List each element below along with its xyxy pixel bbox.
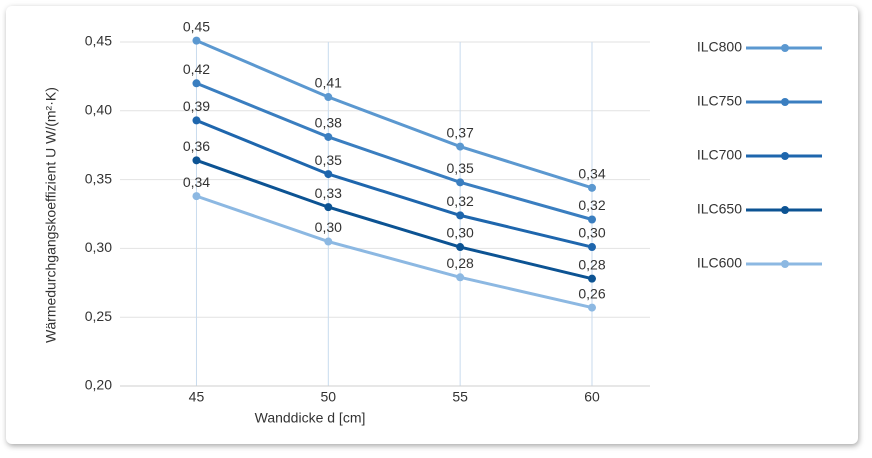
x-tick-label: 45 [189,389,205,405]
data-point [192,79,201,88]
series-line [195,81,593,221]
x-tick-label: 55 [452,389,468,405]
legend-marker [781,98,789,106]
data-label: 0,33 [315,185,342,201]
data-point [192,116,201,125]
data-label: 0,28 [447,255,474,271]
card [6,6,858,444]
data-label: 0,35 [315,152,342,168]
data-point [587,183,596,192]
data-point [587,303,596,312]
data-label: 0,37 [447,124,474,140]
legend-label: ILC600 [697,255,742,271]
data-label: 0,30 [315,219,342,235]
data-label: 0,36 [183,138,210,154]
data-label: 0,32 [578,197,605,213]
legend-marker [781,152,789,160]
data-point [456,243,465,252]
legend-marker [781,260,789,268]
data-label: 0,30 [578,225,605,241]
data-point [587,274,596,283]
data-label: 0,34 [578,166,605,182]
series-line [195,119,593,249]
data-label: 0,28 [578,256,605,272]
series-line [195,39,593,190]
data-point [456,211,465,220]
data-label: 0,35 [447,160,474,176]
data-point [587,215,596,224]
data-label: 0,30 [447,225,474,241]
data-point [324,170,333,179]
x-tick-label: 60 [584,389,600,405]
legend-marker [781,44,789,52]
data-point [324,132,333,141]
y-tick-label: 0,45 [85,33,112,49]
y-axis-label: Wärmedurchgangskoeffizient U W/(m²·K) [43,87,59,343]
data-point [324,237,333,246]
y-tick-label: 0,40 [85,102,112,118]
data-point [587,243,596,252]
legend-label: ILC800 [697,39,742,55]
legend-marker [781,206,789,214]
data-label: 0,26 [578,285,605,301]
y-tick-label: 0,30 [85,239,112,255]
legend-label: ILC700 [697,147,742,163]
x-axis-label: Wanddicke d [cm] [255,410,366,426]
data-point [324,93,333,102]
y-tick-label: 0,25 [85,308,112,324]
data-label: 0,39 [183,98,210,114]
y-tick-label: 0,35 [85,170,112,186]
x-tick-label: 50 [321,389,337,405]
data-label: 0,42 [183,61,210,77]
data-point [324,203,333,212]
y-tick-label: 0,20 [85,377,112,393]
data-point [456,273,465,282]
data-point [192,156,201,165]
data-label: 0,34 [183,174,210,190]
data-label: 0,38 [315,115,342,131]
data-point [456,178,465,187]
series-line [195,194,593,310]
data-label: 0,41 [315,75,342,91]
series-line [195,158,593,281]
legend-label: ILC750 [697,93,742,109]
data-label: 0,45 [183,18,210,34]
data-point [192,192,201,201]
data-label: 0,32 [447,193,474,209]
data-point [456,142,465,151]
legend-label: ILC650 [697,201,742,217]
data-point [192,36,201,45]
